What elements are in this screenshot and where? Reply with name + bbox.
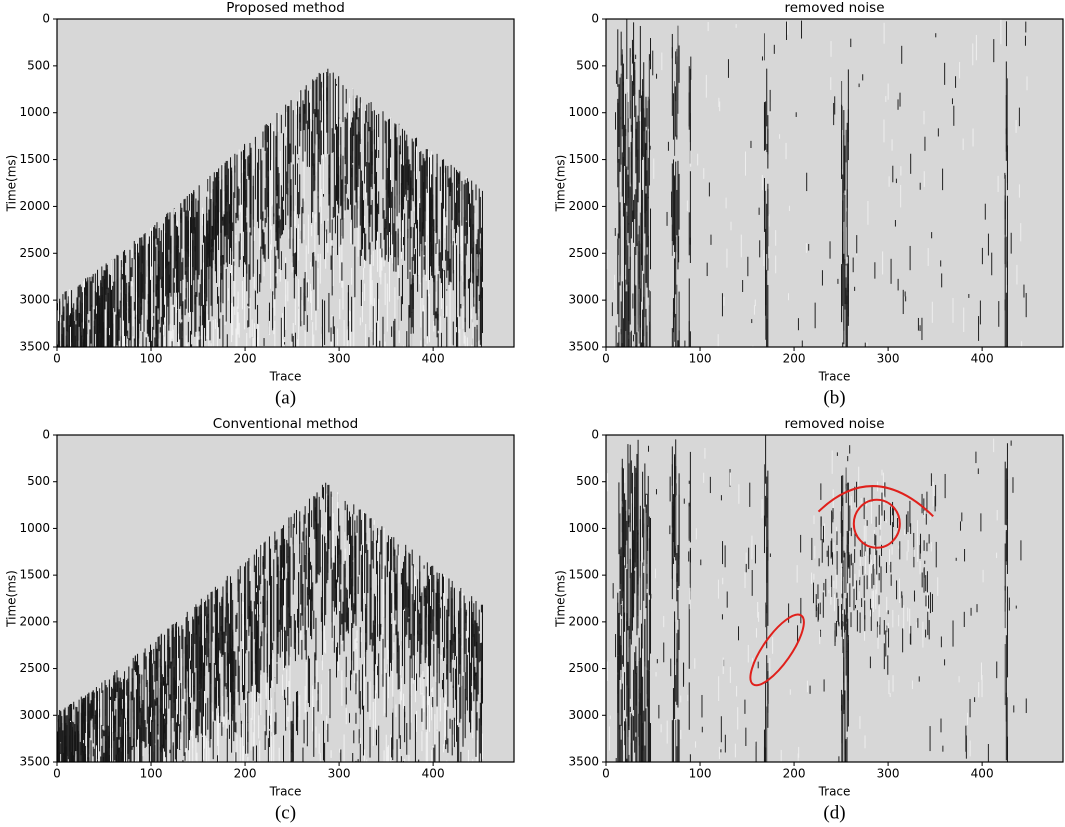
x-axis-label: Trace [269, 785, 302, 799]
chart-title: removed noise [784, 416, 884, 432]
y-tick-label: 0 [591, 428, 599, 442]
plot-frame [56, 434, 515, 763]
x-tick-label: 200 [783, 767, 806, 781]
y-tick-label: 1000 [19, 521, 50, 535]
plot-frame [56, 18, 515, 348]
x-tick-label: 0 [602, 352, 610, 366]
y-tick-label: 0 [42, 428, 50, 442]
x-tick-label: 400 [422, 767, 445, 781]
y-tick-label: 1000 [568, 521, 599, 535]
x-tick-label: 300 [328, 352, 351, 366]
y-tick-label: 1000 [19, 105, 50, 119]
x-tick-label: 400 [971, 352, 994, 366]
panel: 0 100 200 300 400 0 500 1000 1500 2000 2500 3000 350… [5, 0, 515, 408]
y-tick-label: 0 [591, 12, 599, 26]
y-tick-label: 0 [42, 12, 50, 26]
panel: 0 100 200 300 400 0 500 1000 1500 2000 2500 3000 350… [554, 416, 1064, 823]
x-tick-label: 0 [602, 767, 610, 781]
plot-frame [605, 434, 1064, 763]
y-axis-label: Time(ms) [554, 155, 568, 213]
chart-title: removed noise [784, 0, 884, 16]
x-tick-label: 300 [877, 767, 900, 781]
plot-background [606, 19, 1063, 347]
annotation-arc [817, 485, 934, 517]
y-tick-label: 2000 [568, 199, 599, 213]
y-tick-label: 2000 [19, 199, 50, 213]
plot-frame [605, 18, 1064, 348]
x-tick-label: 100 [689, 352, 712, 366]
panel-caption: (b) [823, 387, 845, 408]
y-axis-label: Time(ms) [5, 570, 19, 628]
x-tick-label: 300 [877, 352, 900, 366]
seismic-texture [606, 435, 1027, 762]
annotation-ellipse [749, 613, 805, 687]
y-tick-label: 1500 [19, 152, 50, 166]
panel: 0 100 200 300 400 0 500 1000 1500 2000 2500 3000 350… [554, 0, 1064, 408]
panel-caption: (c) [275, 802, 296, 823]
y-tick-label: 2500 [568, 661, 599, 675]
seismic-texture [57, 68, 483, 347]
x-tick-label: 200 [234, 767, 257, 781]
x-axis-label: Trace [818, 370, 851, 384]
y-tick-label: 1500 [568, 152, 599, 166]
y-axis-label: Time(ms) [5, 155, 19, 213]
x-tick-label: 200 [783, 352, 806, 366]
panel-caption: (a) [275, 387, 296, 408]
y-tick-label: 3000 [19, 708, 50, 722]
y-tick-label: 1000 [568, 105, 599, 119]
y-tick-label: 500 [576, 58, 599, 72]
y-tick-label: 1500 [568, 568, 599, 582]
x-tick-label: 0 [53, 352, 61, 366]
y-tick-label: 500 [27, 474, 50, 488]
x-tick-label: 100 [689, 767, 712, 781]
y-tick-label: 500 [27, 58, 50, 72]
y-tick-label: 2000 [568, 614, 599, 628]
y-tick-label: 3500 [568, 755, 599, 769]
annotation-circle [852, 498, 901, 549]
x-tick-label: 400 [971, 767, 994, 781]
chart-title: Proposed method [226, 0, 345, 16]
x-tick-label: 400 [422, 352, 445, 366]
y-tick-label: 3000 [568, 293, 599, 307]
y-tick-label: 3500 [568, 340, 599, 354]
y-tick-label: 2500 [19, 661, 50, 675]
y-tick-label: 2000 [19, 614, 50, 628]
panel-caption: (d) [823, 802, 845, 823]
seismic-texture [606, 19, 1028, 347]
y-tick-label: 3000 [568, 708, 599, 722]
y-tick-label: 1500 [19, 568, 50, 582]
panel: 0 100 200 300 400 0 500 1000 1500 2000 2500 3000 350… [5, 416, 515, 823]
x-tick-label: 100 [140, 352, 163, 366]
y-tick-label: 2500 [568, 246, 599, 260]
seismic-texture [57, 482, 483, 762]
y-tick-label: 2500 [19, 246, 50, 260]
x-tick-label: 300 [328, 767, 351, 781]
chart-title: Conventional method [213, 416, 358, 432]
x-tick-label: 100 [140, 767, 163, 781]
x-tick-label: 0 [53, 767, 61, 781]
y-tick-label: 3500 [19, 755, 50, 769]
x-axis-label: Trace [269, 370, 302, 384]
y-axis-label: Time(ms) [554, 570, 568, 628]
y-tick-label: 3500 [19, 340, 50, 354]
y-tick-label: 500 [576, 474, 599, 488]
x-axis-label: Trace [818, 785, 851, 799]
y-tick-label: 3000 [19, 293, 50, 307]
x-tick-label: 200 [234, 352, 257, 366]
